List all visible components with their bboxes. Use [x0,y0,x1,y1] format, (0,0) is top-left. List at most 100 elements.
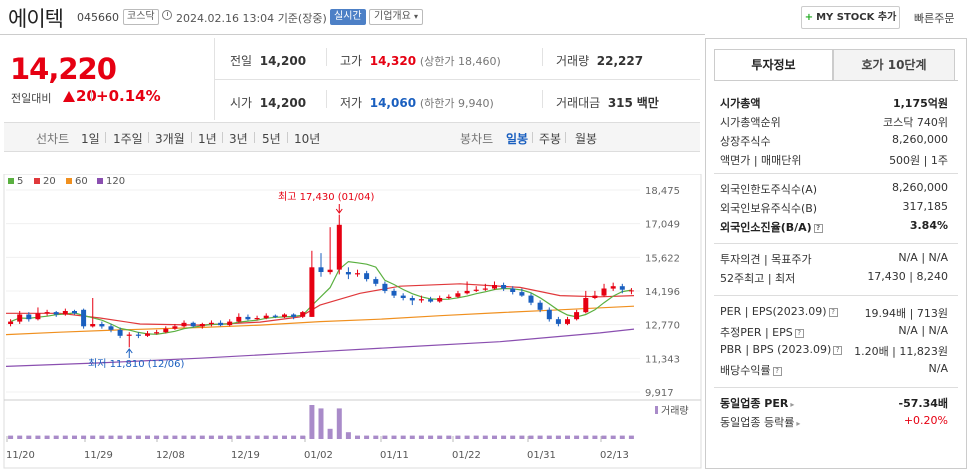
volume-legend-swatch [655,406,658,414]
volume-bar [336,408,342,439]
tab-weekly[interactable]: 주봉 [539,132,562,146]
tab-1d[interactable]: 1일 [81,132,100,146]
candle [181,320,187,328]
candle [601,283,607,297]
x-tick-label: 11/20 [6,450,35,461]
candle [583,290,589,314]
y-tick-label: 9,917 [645,388,674,399]
add-mystock-button[interactable]: + MY STOCK 추가 [801,6,900,29]
tab-3m[interactable]: 3개월 [155,132,185,146]
tab-orderbook[interactable]: 호가 10단계 [833,49,955,81]
legend-ma20: 20 [34,176,56,187]
corp-info-dropdown[interactable]: 기업개요 ▾ [369,9,424,25]
plus-icon: + [804,12,814,23]
help-icon[interactable]: ? [813,224,823,233]
volume-bar [90,435,96,439]
x-tick-label: 12/19 [231,450,260,461]
y-tick-label: 15,622 [645,253,680,264]
low-price: 저가 14,060 (하한가 9,940) [340,96,494,110]
tab-1y[interactable]: 1년 [198,132,217,146]
y-tick-label: 17,049 [645,220,680,231]
quick-order-button[interactable]: 빠른주문 [914,12,955,25]
volume-bar [409,435,415,439]
candle [300,310,306,319]
open-price: 시가 14,200 [230,96,307,110]
divider [0,34,705,35]
volume-bar [154,435,160,439]
volume-bar [519,435,525,439]
volume-bar [218,435,224,439]
volume-bar [373,435,379,439]
volume-bar [528,435,534,439]
x-tick-label: 01/11 [380,450,409,461]
candle [218,320,224,327]
volume-bar [327,428,333,439]
candle [619,283,625,294]
help-icon[interactable]: ? [833,346,843,355]
info-value: 17,430 | 8,240 [867,270,948,283]
volume-legend-label: 거래량 [661,405,689,417]
candle [592,290,598,300]
candle [35,307,41,321]
arrow-icon[interactable]: ▸ [796,419,801,428]
volume-bar [163,435,169,439]
volume-bar [99,435,105,439]
candle [309,250,315,317]
volume-bar [62,435,68,439]
volume-bar [318,408,324,439]
line-chart-label: 선차트 [36,132,70,146]
help-icon[interactable]: ? [828,308,838,317]
info-value: 8,260,000 [892,133,948,146]
tab-10y[interactable]: 10년 [294,132,321,146]
ma5-line [10,260,632,335]
tab-invest-info[interactable]: 투자정보 [714,49,833,81]
candle [163,326,169,334]
volume-bar [446,435,452,439]
prev-close: 전일 14,200 [230,54,307,68]
help-icon[interactable]: ? [794,329,804,338]
volume-bar [53,435,59,439]
info-value: 19.94배 | 713원 [864,307,948,320]
tab-daily[interactable]: 일봉 [506,132,529,146]
candle [345,267,351,280]
info-label: 외국인한도주식수(A) [720,183,818,196]
up-triangle-icon [63,91,75,102]
info-row: PBR | BPS (2023.09)? 1.20배 | 11,823원 [720,343,948,361]
candle [291,313,297,320]
volume-bar [482,435,488,439]
high-annotation: 최고 17,430 (01/04) [278,191,374,203]
chart-tabs: 선차트 1일 1주일 3개월 1년 3년 5년 10년 봉차트 일봉 주봉 월봉 [4,122,700,152]
volume-bar [8,435,14,439]
info-value: 1.20배 | 11,823원 [854,345,948,358]
candle [473,286,479,293]
info-row: 52주최고 | 최저 17,430 | 8,240 [720,270,948,288]
tab-monthly[interactable]: 월봉 [575,132,598,146]
candle [437,295,443,303]
price-chart[interactable]: 18,475 17,049 15,622 14,196 12,770 11,343 9,91… [0,174,705,469]
tab-3y[interactable]: 3년 [229,132,248,146]
info-label: 추정PER | EPS? [720,324,804,340]
info-label: 외국인소진율(B/A)? [720,219,823,235]
candle [409,295,415,306]
volume-bar [574,435,580,439]
candle [199,322,205,329]
tab-5y[interactable]: 5년 [262,132,281,146]
help-icon[interactable]: ? [772,367,782,376]
info-label: PBR | BPS (2023.09)? [720,343,843,356]
candle [190,321,196,328]
volume-bar [72,435,77,439]
arrow-icon[interactable]: ▸ [790,400,795,409]
chevron-down-icon: ▾ [414,12,419,21]
up-arrow-icon [125,348,133,354]
tab-1w[interactable]: 1주일 [113,132,143,146]
candle [336,214,342,275]
info-value: +0.20% [903,414,948,427]
volume-bar [81,435,87,439]
volume-bar [610,435,616,439]
info-label: 상장주식수 [720,135,771,148]
realtime-badge[interactable]: 실시간 [330,9,366,25]
candle [245,314,251,321]
candle [555,316,561,327]
volume-bar [44,435,50,439]
candle [154,329,160,335]
